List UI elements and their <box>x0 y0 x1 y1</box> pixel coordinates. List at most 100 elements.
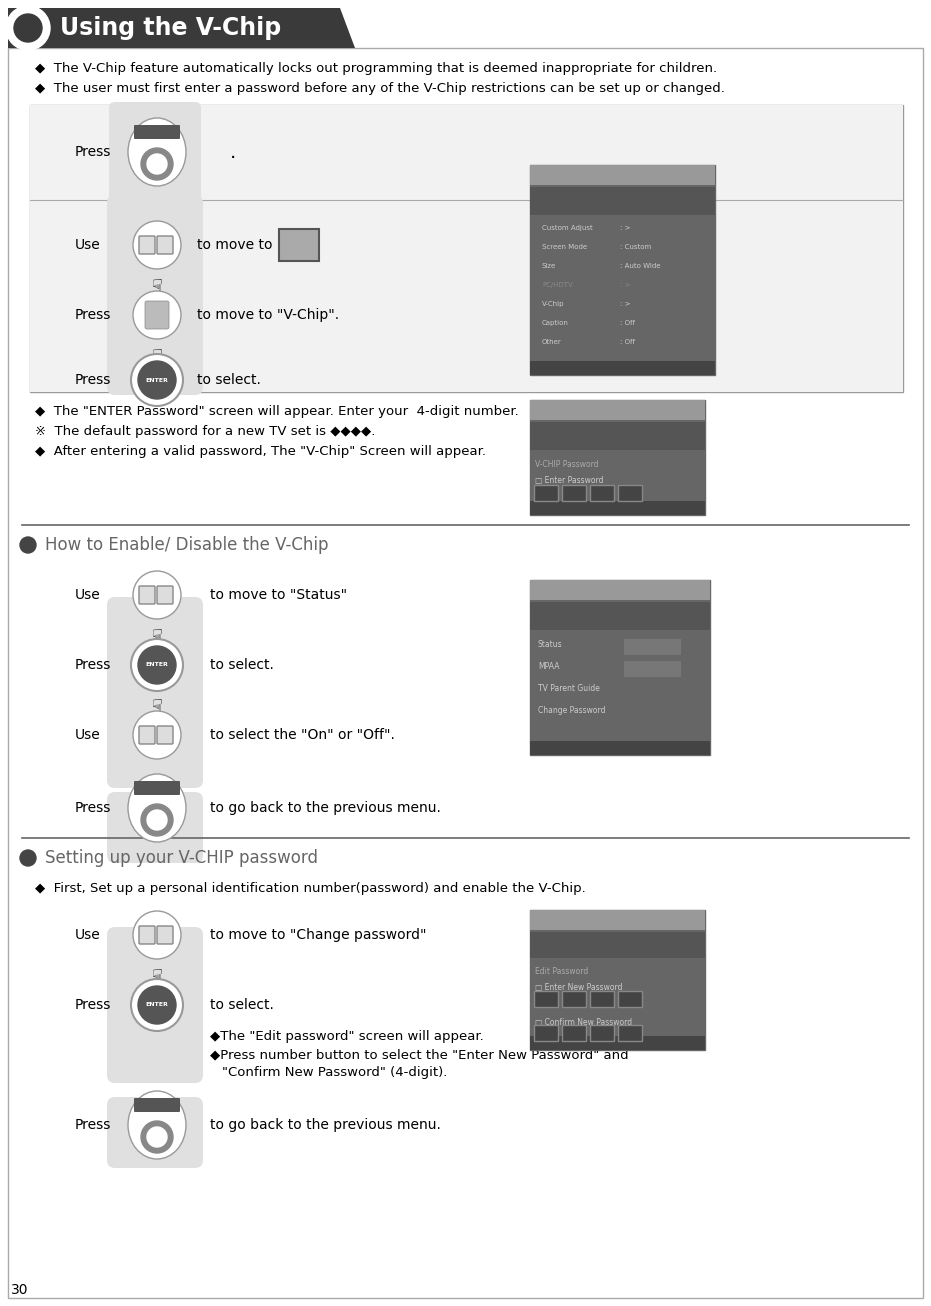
FancyBboxPatch shape <box>618 1025 642 1041</box>
Text: MENU: MENU <box>149 141 165 146</box>
Circle shape <box>133 221 181 269</box>
Text: Edit Password: Edit Password <box>535 966 588 976</box>
Text: Press: Press <box>75 801 112 815</box>
Text: to select the "On" or "Off".: to select the "On" or "Off". <box>210 727 395 742</box>
Text: MPAA: MPAA <box>538 662 560 671</box>
Text: ☟: ☟ <box>152 968 163 986</box>
Bar <box>530 932 705 959</box>
Text: to move to "V-Chip".: to move to "V-Chip". <box>197 308 339 323</box>
Text: ☟: ☟ <box>152 347 163 366</box>
Text: □ Enter New Password: □ Enter New Password <box>535 983 623 993</box>
FancyBboxPatch shape <box>624 661 681 677</box>
FancyBboxPatch shape <box>534 1025 558 1041</box>
Text: MENU: MENU <box>149 798 165 802</box>
Text: Press: Press <box>75 145 112 159</box>
FancyBboxPatch shape <box>562 991 586 1007</box>
FancyBboxPatch shape <box>134 781 180 795</box>
Bar <box>30 104 903 200</box>
Ellipse shape <box>128 118 186 185</box>
Text: : Auto Wide: : Auto Wide <box>620 263 660 269</box>
Text: ☟: ☟ <box>152 697 163 716</box>
Bar <box>530 360 715 375</box>
FancyBboxPatch shape <box>107 791 203 863</box>
Text: ◆  The user must first enter a password before any of the V-Chip restrictions ca: ◆ The user must first enter a password b… <box>35 82 725 95</box>
Text: to go back to the previous menu.: to go back to the previous menu. <box>210 801 441 815</box>
Circle shape <box>147 1127 167 1147</box>
Text: Use: Use <box>75 929 101 942</box>
Text: Status: Status <box>538 640 562 649</box>
Text: Picture: Picture <box>535 940 569 949</box>
Circle shape <box>133 710 181 759</box>
Text: : Off: : Off <box>620 320 635 326</box>
Text: ◆  First, Set up a personal identification number(password) and enable the V-Chi: ◆ First, Set up a personal identificatio… <box>35 882 586 895</box>
FancyBboxPatch shape <box>279 229 319 261</box>
Circle shape <box>6 7 50 50</box>
Text: MENU: MENU <box>149 1114 165 1119</box>
Text: to select.: to select. <box>210 658 274 673</box>
Ellipse shape <box>128 1091 186 1158</box>
Text: G On: G On <box>643 666 661 673</box>
FancyBboxPatch shape <box>562 485 586 502</box>
FancyBboxPatch shape <box>590 991 614 1007</box>
Text: Change Password: Change Password <box>538 707 605 714</box>
FancyBboxPatch shape <box>109 102 201 201</box>
Circle shape <box>141 148 173 180</box>
Ellipse shape <box>128 774 186 842</box>
FancyBboxPatch shape <box>139 926 155 944</box>
Circle shape <box>138 986 176 1024</box>
Text: : >: : > <box>620 282 630 289</box>
Text: to move to: to move to <box>197 238 273 252</box>
Text: TV Parent Guide: TV Parent Guide <box>538 684 600 693</box>
Text: Press: Press <box>75 308 112 323</box>
FancyBboxPatch shape <box>107 195 203 394</box>
Text: □ Confirm New Password: □ Confirm New Password <box>535 1017 632 1027</box>
Text: ◆  After entering a valid password, The "V-Chip" Screen will appear.: ◆ After entering a valid password, The "… <box>35 445 486 458</box>
Text: ◆Press number button to select the "Enter New Password" and: ◆Press number button to select the "Ente… <box>210 1047 628 1060</box>
Text: Picture: Picture <box>535 431 569 440</box>
Bar <box>530 187 715 215</box>
Text: Setting up your V-CHIP password: Setting up your V-CHIP password <box>45 849 318 867</box>
Circle shape <box>131 354 183 406</box>
Circle shape <box>141 804 173 836</box>
Circle shape <box>141 1121 173 1153</box>
Text: ☟: ☟ <box>152 628 163 646</box>
Text: Press: Press <box>75 658 112 673</box>
Circle shape <box>131 639 183 691</box>
Text: to move to "Change password": to move to "Change password" <box>210 929 426 942</box>
FancyBboxPatch shape <box>145 300 169 329</box>
FancyBboxPatch shape <box>157 236 173 253</box>
Text: Other: Other <box>542 340 561 345</box>
Text: ENTER: ENTER <box>145 377 169 383</box>
Bar <box>530 580 710 755</box>
Text: Custom Adjust: Custom Adjust <box>542 225 593 231</box>
Text: ◎ Previous Menu: ◎ Previous Menu <box>535 505 588 511</box>
Text: Using the V-Chip: Using the V-Chip <box>60 16 281 40</box>
Text: : Off: : Off <box>620 340 635 345</box>
FancyBboxPatch shape <box>618 485 642 502</box>
Circle shape <box>20 537 36 552</box>
FancyBboxPatch shape <box>590 485 614 502</box>
Bar <box>530 580 710 599</box>
FancyBboxPatch shape <box>157 726 173 744</box>
Text: ... TV ...: ... TV ... <box>535 586 562 593</box>
Text: ◆  The V-Chip feature automatically locks out programming that is deemed inappro: ◆ The V-Chip feature automatically locks… <box>35 61 717 74</box>
Text: Off: Off <box>647 644 657 650</box>
FancyBboxPatch shape <box>562 1025 586 1041</box>
Bar <box>530 602 710 629</box>
Text: PC/HDTV: PC/HDTV <box>542 282 573 289</box>
FancyBboxPatch shape <box>157 586 173 603</box>
Circle shape <box>133 912 181 959</box>
Text: Picture: Picture <box>535 196 572 205</box>
Circle shape <box>133 571 181 619</box>
Bar <box>530 741 710 755</box>
FancyBboxPatch shape <box>618 991 642 1007</box>
FancyBboxPatch shape <box>139 726 155 744</box>
Text: ◆  The "ENTER Password" screen will appear. Enter your  4-digit number.: ◆ The "ENTER Password" screen will appea… <box>35 405 519 418</box>
FancyBboxPatch shape <box>157 926 173 944</box>
Text: Picture: Picture <box>535 611 569 620</box>
Text: ... TV ...: ... TV ... <box>535 172 562 178</box>
Text: ... TV ...: ... TV ... <box>535 917 562 923</box>
Text: How to Enable/ Disable the V-Chip: How to Enable/ Disable the V-Chip <box>45 535 329 554</box>
Bar <box>30 104 903 392</box>
Circle shape <box>147 810 167 831</box>
